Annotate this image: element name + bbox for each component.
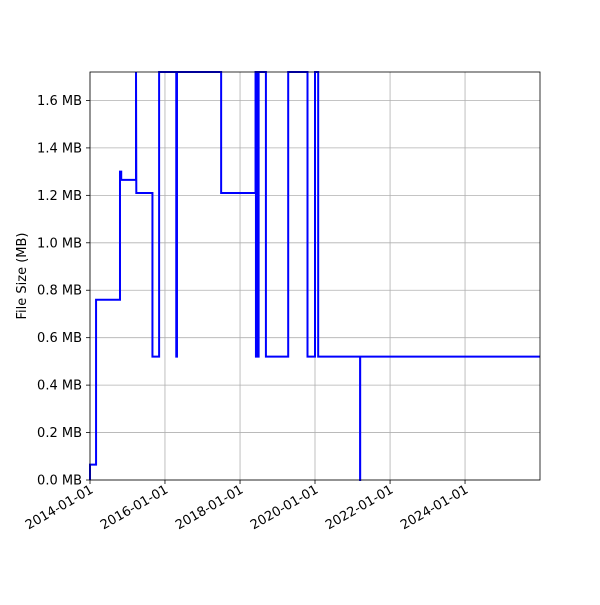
y-tick-label: 0.2 MB: [37, 426, 82, 441]
y-tick-label: 1.4 MB: [37, 141, 82, 156]
x-tick-label: 2022-01-01: [323, 482, 396, 533]
y-tick-label: 1.0 MB: [37, 236, 82, 251]
y-axis: 0.0 MB 0.2 MB 0.4 MB 0.6 MB 0.8 MB 1.0 MB 1.2 …: [37, 94, 90, 489]
x-tick-label: 2016-01-01: [98, 482, 171, 533]
x-tick-label: 2018-01-01: [173, 482, 246, 533]
x-tick-label: 2020-01-01: [248, 482, 321, 533]
x-tick-label: 2024-01-01: [398, 482, 471, 533]
y-tick-label: 0.0 MB: [37, 474, 82, 489]
y-tick-label: 1.6 MB: [37, 94, 82, 109]
y-tick-label: 0.8 MB: [37, 284, 82, 299]
y-tick-label: 0.6 MB: [37, 331, 82, 346]
y-tick-label: 0.4 MB: [37, 379, 82, 394]
y-axis-label: File Size (MB): [15, 233, 30, 320]
y-tick-label: 1.2 MB: [37, 189, 82, 204]
x-axis: 2014-01-01 2016-01-01 2018-01-01 2020-01-01…: [23, 480, 471, 533]
x-tick-label: 2014-01-01: [23, 482, 96, 533]
